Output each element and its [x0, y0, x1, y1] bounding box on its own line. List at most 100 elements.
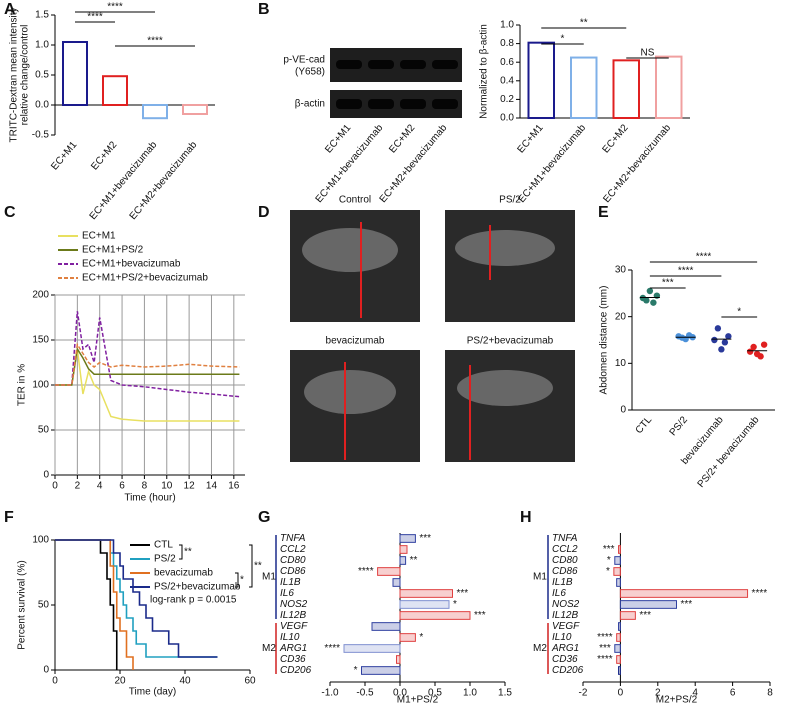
significance-label: *** [599, 643, 611, 654]
bar [392, 578, 401, 587]
y-tick-label: ARG1 [279, 643, 307, 654]
x-tick-label: 0.5 [428, 688, 442, 699]
significance-label: ** [580, 18, 588, 29]
x-tick-label: 8 [767, 688, 773, 699]
ultrasound-images: Control PS/2 bevacizumab PS/2+bevacizuma… [290, 195, 575, 462]
blot-row-label: p-VE-cad [283, 55, 325, 66]
ultrasound-image [445, 210, 575, 322]
significance-label: **** [696, 252, 712, 263]
y-tick-label: IL6 [552, 588, 566, 599]
blot-row-label: (Y658) [295, 67, 325, 78]
significance-label: * [453, 599, 457, 610]
significance-label: **** [147, 36, 163, 47]
note: log-rank p = 0.0015 [150, 595, 237, 606]
significance-label: **** [87, 12, 103, 23]
y-tick-label: 1.0 [500, 20, 514, 31]
survival-curve [55, 539, 218, 658]
bar [619, 611, 636, 620]
y-tick-label: IL1B [280, 577, 301, 588]
bar [614, 644, 621, 653]
y-tick-label: 0.2 [500, 94, 514, 105]
panel-letter: E [598, 204, 609, 221]
y-tick-label: CCL2 [552, 544, 578, 555]
x-tick-label: 4 [97, 481, 103, 492]
legend-label: EC+M1+PS/2+bevacizumab [82, 273, 208, 284]
survival-curve [55, 539, 118, 670]
x-tick-label: 8 [142, 481, 148, 492]
x-tick-label: 16 [228, 481, 240, 492]
y-axis-label: TRITC-Dextran mean intensity [9, 7, 20, 142]
point [714, 325, 722, 332]
y-tick-label: 1.0 [35, 40, 49, 51]
y-tick-label: 0 [620, 405, 626, 416]
bar [618, 622, 621, 631]
y-tick-label: CD80 [552, 555, 578, 566]
significance-label: ** [254, 561, 262, 572]
y-tick-label: 20 [615, 311, 627, 322]
significance-label: *** [474, 610, 486, 621]
bar [527, 41, 555, 119]
y-tick-label: 50 [38, 600, 50, 611]
significance-label: * [240, 575, 244, 586]
x-tick-label: 60 [244, 676, 256, 687]
bar [399, 545, 408, 554]
y-tick-label: CD86 [280, 566, 306, 577]
western-blot: p-VE-cad (Y658) β-actin [283, 48, 462, 118]
bar [614, 556, 621, 565]
y-tick-label: CD36 [552, 654, 578, 665]
significance-label: *** [662, 278, 674, 289]
series-line [55, 346, 240, 386]
group-label: M2 [533, 643, 547, 654]
bar [399, 611, 471, 620]
group-label: M1 [533, 572, 547, 583]
point [725, 333, 732, 340]
y-tick-label: IL1B [552, 577, 573, 588]
x-tick-label: 0 [52, 676, 58, 687]
y-tick-label: 0.6 [500, 57, 514, 68]
significance-label: **** [324, 643, 340, 654]
y-tick-label: CD86 [552, 566, 578, 577]
x-tick-label: 14 [206, 481, 218, 492]
y-axis-label: Percent survival (%) [17, 560, 28, 649]
distance-arrows [344, 222, 491, 460]
y-tick-label: 0.5 [35, 70, 49, 81]
bar [613, 567, 621, 576]
x-tick-label: -1.0 [321, 688, 339, 699]
significance-label: * [419, 632, 423, 643]
panel-letter: D [258, 204, 270, 221]
y-tick-label: VEGF [280, 621, 308, 632]
bar [618, 545, 621, 554]
bar [570, 56, 598, 119]
x-tick-label: 0 [52, 481, 58, 492]
blot-bands [336, 60, 458, 109]
bar [396, 655, 401, 664]
blot-row-label: β-actin [295, 99, 325, 110]
x-tick-label: 1.5 [498, 688, 512, 699]
point [646, 287, 654, 295]
significance-label: * [354, 665, 358, 676]
significance-label: *** [419, 533, 431, 544]
point [757, 353, 764, 360]
y-tick-label: 0 [43, 665, 49, 676]
panel-letter: C [4, 204, 16, 221]
bar [619, 600, 678, 609]
y-tick-label: IL10 [552, 632, 572, 643]
y-axis-label: Abdomen distance (mm) [599, 286, 610, 395]
y-tick-label: 0.8 [500, 38, 514, 49]
y-tick-label: 10 [615, 358, 627, 369]
bar [399, 633, 416, 642]
x-tick-label: 20 [114, 676, 126, 687]
bar [361, 666, 401, 675]
significance-label: * [606, 566, 610, 577]
bar [371, 622, 401, 631]
point [643, 297, 650, 304]
panel-letter: B [258, 1, 270, 18]
significance-label: **** [752, 588, 768, 599]
image-label: PS/2+bevacizumab [467, 336, 554, 347]
significance-bracket [235, 572, 239, 588]
y-tick-label: 0.0 [500, 113, 514, 124]
series-line [55, 311, 240, 398]
significance-bracket [249, 544, 253, 588]
y-tick-label: IL10 [280, 632, 300, 643]
legend-label: EC+M1+PS/2 [82, 245, 144, 256]
